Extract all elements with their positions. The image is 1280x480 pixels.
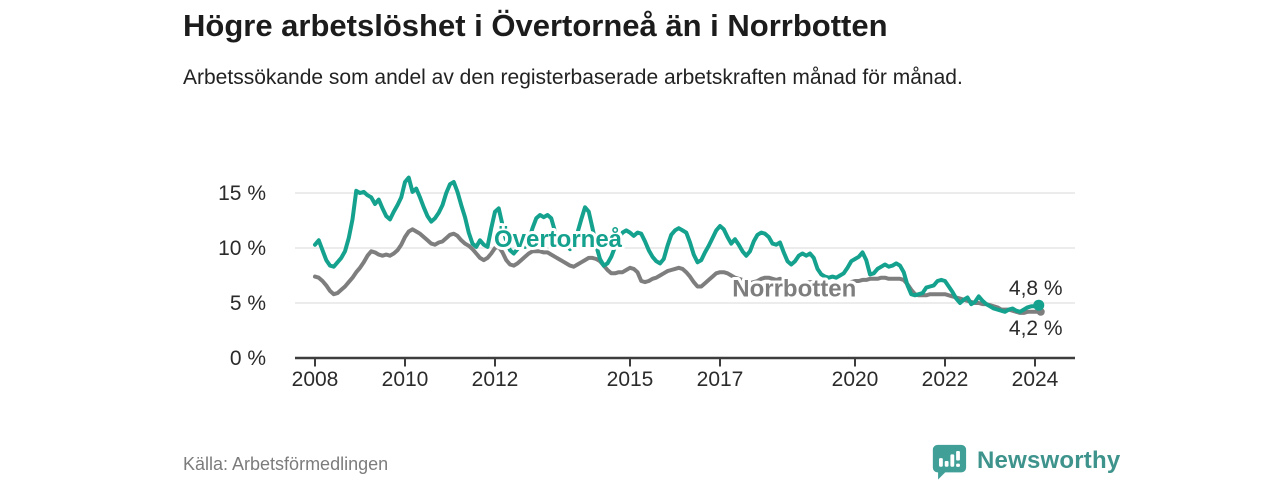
series-end-dot xyxy=(1033,299,1045,311)
y-tick-label: 5 % xyxy=(230,292,266,315)
series-end-label: 4,8 % xyxy=(1009,277,1063,300)
newsworthy-logo[interactable]: Newsworthy xyxy=(930,442,1120,480)
bar-chart-speech-bubble-icon xyxy=(932,444,967,480)
x-tick-label: 2008 xyxy=(292,368,339,391)
x-tick-label: 2020 xyxy=(832,368,879,391)
chart-subtitle: Arbetssökande som andel av den registerb… xyxy=(183,66,963,89)
series-line-overtornea xyxy=(313,175,1041,314)
x-tick-label: 2022 xyxy=(922,368,969,391)
x-tick-label: 2012 xyxy=(472,368,519,391)
x-tick-label: 2010 xyxy=(382,368,429,391)
series-label-norrbotten: Norrbotten xyxy=(732,276,856,303)
newsworthy-wordmark: Newsworthy xyxy=(977,447,1121,474)
chart-title: Högre arbetslöshet i Övertorneå än i Nor… xyxy=(183,8,888,43)
y-tick-label: 0 % xyxy=(230,347,266,370)
series-end-label: 4,2 % xyxy=(1009,317,1063,340)
y-tick-label: 10 % xyxy=(218,237,266,260)
source-note: Källa: Arbetsförmedlingen xyxy=(183,454,389,474)
x-tick-label: 2024 xyxy=(1012,368,1059,391)
series-label-overtornea: Övertorneå xyxy=(494,226,623,253)
x-tick-label: 2015 xyxy=(607,368,654,391)
y-tick-label: 15 % xyxy=(218,182,266,205)
x-tick-label: 2017 xyxy=(697,368,744,391)
series-line-norrbotten xyxy=(313,227,1041,315)
